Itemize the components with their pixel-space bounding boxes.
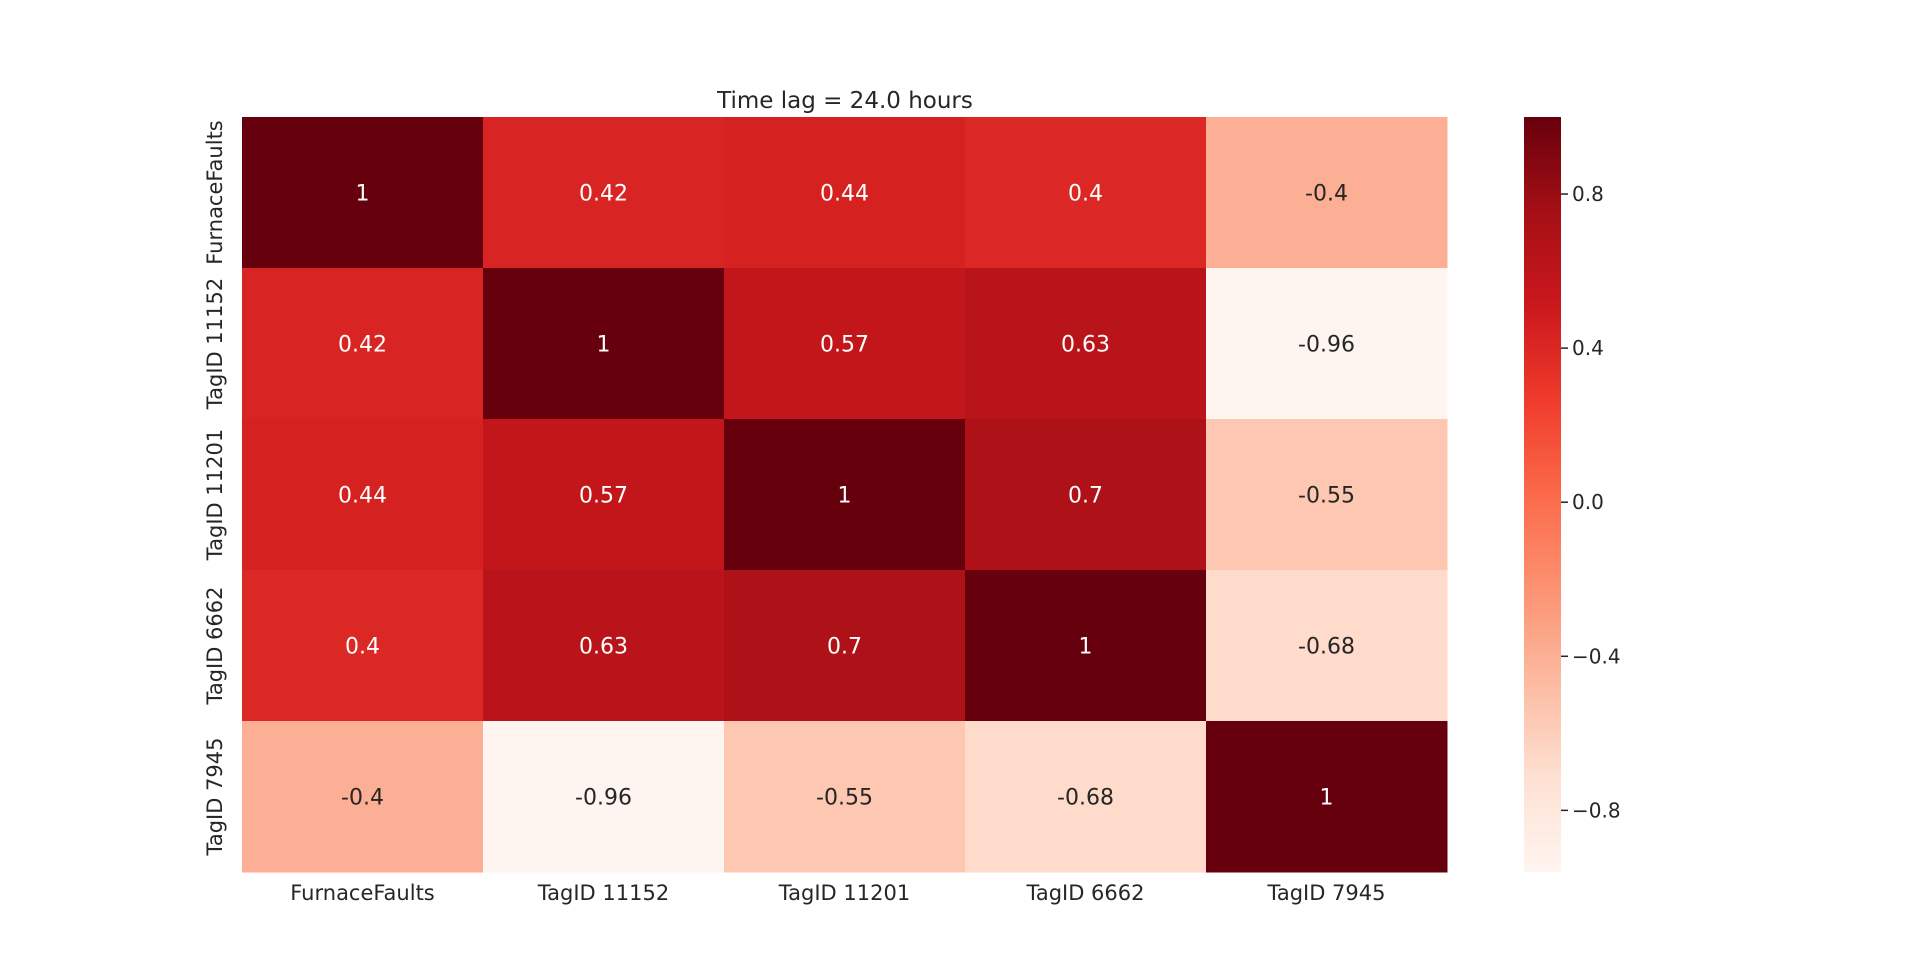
cell-annotation-r1-c4: -0.96: [1298, 333, 1355, 358]
heatmap-cell-r2-c0: [242, 419, 484, 571]
heatmap-cell-r4-c0: [242, 721, 484, 873]
colorbar-tick-label: −0.4: [1572, 644, 1621, 668]
heatmap-cell-r0-c4: [1206, 117, 1448, 269]
column-label: FurnaceFaults: [290, 881, 435, 905]
heatmap-cell-r0-c0: [242, 117, 484, 269]
heatmap-cells: [242, 117, 1448, 873]
cell-annotation-r1-c0: 0.42: [338, 333, 387, 358]
column-label: TagID 11152: [537, 881, 669, 905]
heatmap-cell-r2-c3: [965, 419, 1207, 571]
heatmap-cell-r1-c0: [242, 268, 484, 420]
heatmap-cell-r3-c3: [965, 570, 1207, 722]
cell-annotation-r3-c3: 1: [1079, 635, 1093, 660]
heatmap-cell-r1-c1: [483, 268, 725, 420]
colorbar-tick-label: 0.0: [1572, 490, 1604, 514]
row-label: TagID 11201: [203, 429, 227, 561]
row-labels: FurnaceFaults TagID 11152 TagID 11201 TagID…: [203, 120, 227, 856]
colorbar-tick-label: 0.4: [1572, 336, 1604, 360]
heatmap-cell-r3-c1: [483, 570, 725, 722]
heatmap-cell-r3-c0: [242, 570, 484, 722]
cell-annotation-r2-c0: 0.44: [338, 484, 387, 509]
cell-annotation-r4-c4: 1: [1320, 786, 1334, 811]
cell-annotation-r1-c1: 1: [597, 333, 611, 358]
cell-annotation-r4-c1: -0.96: [575, 786, 632, 811]
row-label: FurnaceFaults: [203, 120, 227, 265]
colorbar: 0.8 0.4 0.0 −0.4 −0.8: [1524, 117, 1621, 872]
row-label: TagID 7945: [203, 737, 227, 856]
column-label: TagID 6662: [1025, 881, 1144, 905]
cell-annotation-r3-c0: 0.4: [345, 635, 380, 660]
cell-annotations: 1 0.42 0.44 0.4 -0.4 0.42 1 0.57 0.63 -0.96 0.44 0.…: [338, 182, 1355, 811]
heatmap-cell-r1-c2: [724, 268, 966, 420]
heatmap-cell-r4-c2: [724, 721, 966, 873]
cell-annotation-r3-c4: -0.68: [1298, 635, 1355, 660]
cell-annotation-r4-c0: -0.4: [341, 786, 384, 811]
heatmap-cell-r2-c4: [1206, 419, 1448, 571]
colorbar-tick-label: 0.8: [1572, 182, 1604, 206]
chart-title: Time lag = 24.0 hours: [716, 88, 973, 114]
heatmap-cell-r4-c3: [965, 721, 1207, 873]
heatmap-cell-r1-c3: [965, 268, 1207, 420]
heatmap-cell-r4-c1: [483, 721, 725, 873]
heatmap-cell-r1-c4: [1206, 268, 1448, 420]
cell-annotation-r3-c2: 0.7: [827, 635, 862, 660]
cell-annotation-r0-c0: 1: [356, 182, 370, 207]
row-label: TagID 11152: [203, 278, 227, 410]
cell-annotation-r2-c3: 0.7: [1068, 484, 1103, 509]
heatmap-cell-r2-c1: [483, 419, 725, 571]
cell-annotation-r2-c2: 1: [838, 484, 852, 509]
cell-annotation-r0-c3: 0.4: [1068, 182, 1103, 207]
column-labels: FurnaceFaults TagID 11152 TagID 11201 TagID…: [290, 881, 1385, 905]
cell-annotation-r4-c2: -0.55: [816, 786, 873, 811]
colorbar-tick-label: −0.8: [1572, 798, 1621, 822]
column-label: TagID 11201: [778, 881, 910, 905]
heatmap-cell-r0-c1: [483, 117, 725, 269]
cell-annotation-r2-c1: 0.57: [579, 484, 628, 509]
heatmap-cell-r3-c4: [1206, 570, 1448, 722]
row-label: TagID 6662: [203, 586, 227, 705]
heatmap-cell-r2-c2: [724, 419, 966, 571]
cell-annotation-r2-c4: -0.55: [1298, 484, 1355, 509]
cell-annotation-r0-c1: 0.42: [579, 182, 628, 207]
cell-annotation-r1-c3: 0.63: [1061, 333, 1110, 358]
heatmap-cell-r4-c4: [1206, 721, 1448, 873]
cell-annotation-r3-c1: 0.63: [579, 635, 628, 660]
cell-annotation-r0-c4: -0.4: [1305, 182, 1348, 207]
colorbar-gradient: [1524, 117, 1561, 872]
cell-annotation-r0-c2: 0.44: [820, 182, 869, 207]
heatmap-cell-r0-c2: [724, 117, 966, 269]
column-label: TagID 7945: [1266, 881, 1385, 905]
heatmap-cell-r0-c3: [965, 117, 1207, 269]
cell-annotation-r1-c2: 0.57: [820, 333, 869, 358]
cell-annotation-r4-c3: -0.68: [1057, 786, 1114, 811]
heatmap-cell-r3-c2: [724, 570, 966, 722]
